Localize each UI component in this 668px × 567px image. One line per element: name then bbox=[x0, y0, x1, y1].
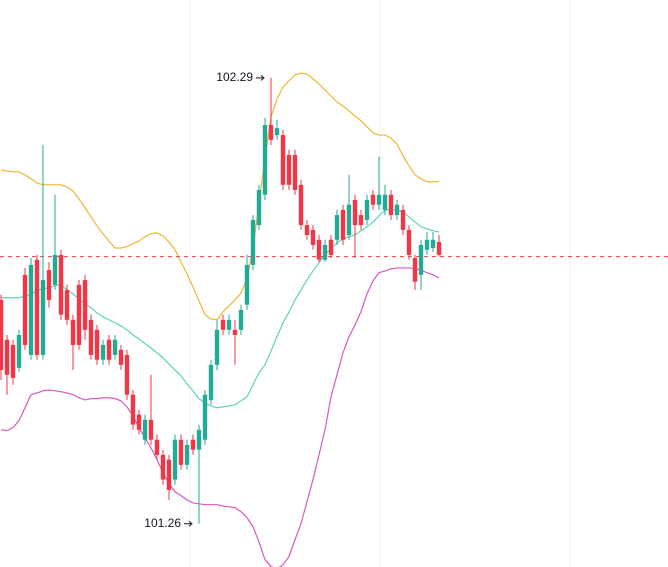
candle-body bbox=[52, 254, 58, 285]
candle-body bbox=[382, 194, 388, 210]
plot-area bbox=[0, 72, 668, 567]
candle-body bbox=[238, 309, 244, 330]
candle-body bbox=[136, 414, 142, 430]
candle-body bbox=[262, 125, 268, 195]
candle-body bbox=[244, 264, 250, 305]
candle-body bbox=[388, 194, 394, 216]
candle-body bbox=[178, 439, 184, 465]
candle-body bbox=[196, 429, 202, 450]
candle-body bbox=[274, 128, 280, 136]
candle-body bbox=[256, 190, 262, 226]
candle-body bbox=[364, 199, 370, 220]
candle-body bbox=[298, 184, 304, 226]
candle-body bbox=[376, 194, 382, 205]
candle-body bbox=[286, 154, 292, 185]
candle-body bbox=[70, 319, 76, 345]
candle-body bbox=[268, 125, 274, 140]
candle-body bbox=[412, 257, 418, 282]
candle-body bbox=[436, 241, 442, 255]
candle-body bbox=[184, 444, 190, 465]
candle-body bbox=[430, 239, 436, 249]
candle-body bbox=[166, 459, 172, 490]
candle-body bbox=[370, 194, 376, 205]
candle-body bbox=[172, 439, 178, 480]
candle-body bbox=[46, 270, 52, 300]
candle-body bbox=[34, 259, 40, 355]
band-line bbox=[1, 209, 440, 409]
candle-body bbox=[304, 225, 310, 236]
candle-body bbox=[154, 439, 160, 455]
candle-body bbox=[16, 335, 22, 368]
candle-body bbox=[160, 454, 166, 480]
candle-body bbox=[208, 364, 214, 400]
candle-body bbox=[418, 244, 424, 275]
candle-body bbox=[124, 354, 130, 395]
annotation-arrowhead bbox=[188, 520, 193, 527]
candle-body bbox=[82, 280, 88, 330]
candle-body bbox=[250, 219, 256, 265]
candle-body bbox=[358, 215, 364, 226]
candle-body bbox=[328, 239, 334, 255]
candle-body bbox=[76, 284, 82, 345]
annotation-label: 101.26 bbox=[144, 516, 181, 530]
candle-body bbox=[100, 344, 106, 360]
candle-body bbox=[316, 239, 322, 260]
candle-body bbox=[112, 339, 118, 355]
candle-body bbox=[352, 199, 358, 226]
candle-body bbox=[10, 344, 16, 378]
candle-body bbox=[394, 204, 400, 216]
candle-body bbox=[346, 204, 352, 236]
annotation-arrowhead bbox=[260, 75, 265, 81]
candle-body bbox=[64, 289, 70, 320]
candle-body bbox=[118, 349, 124, 365]
candle-body bbox=[310, 229, 316, 245]
candle-body bbox=[280, 135, 286, 185]
candle-body bbox=[40, 280, 46, 355]
band-line bbox=[0, 72, 439, 321]
annotation-label: 102.29 bbox=[216, 70, 253, 84]
candle-body bbox=[4, 339, 10, 375]
candle-body bbox=[400, 209, 406, 230]
candle-body bbox=[322, 244, 328, 260]
candle-body bbox=[226, 319, 232, 330]
candle-body bbox=[148, 419, 154, 440]
candle-body bbox=[0, 299, 4, 371]
candle-body bbox=[130, 394, 136, 425]
candle-body bbox=[94, 329, 100, 360]
candle-body bbox=[202, 394, 208, 440]
candle-body bbox=[232, 329, 238, 336]
candle-body bbox=[292, 154, 298, 191]
candle-body bbox=[340, 209, 346, 240]
candle-body bbox=[22, 274, 28, 345]
candle-body bbox=[424, 239, 430, 250]
candle-body bbox=[106, 339, 112, 360]
candle-body bbox=[58, 254, 64, 315]
candle-body bbox=[214, 329, 220, 365]
candle-body bbox=[406, 229, 412, 255]
band-line bbox=[0, 267, 440, 567]
candle-body bbox=[190, 439, 196, 450]
candle-body bbox=[142, 419, 148, 440]
candle-body bbox=[220, 319, 226, 330]
candle-body bbox=[28, 264, 34, 355]
candle-body bbox=[88, 319, 94, 355]
candle-body bbox=[334, 215, 340, 240]
